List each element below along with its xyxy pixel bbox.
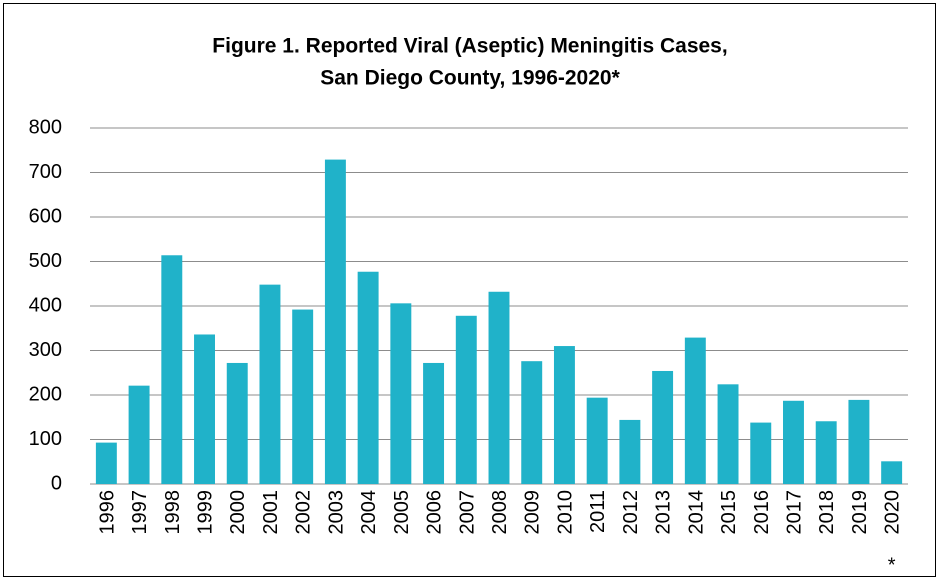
bar <box>95 442 117 484</box>
x-tick-label: 2014 <box>685 490 707 535</box>
x-tick-label: 2009 <box>522 490 544 535</box>
x-tick-label: 2020 <box>882 490 904 535</box>
bar <box>717 384 739 484</box>
bar <box>553 346 575 484</box>
bar <box>488 291 510 484</box>
chart-title: San Diego County, 1996-2020* <box>320 67 620 90</box>
bar <box>684 337 706 484</box>
bar <box>292 309 314 484</box>
bar <box>161 255 183 484</box>
annotation: * <box>888 554 896 576</box>
bar <box>259 284 281 484</box>
bar <box>586 397 608 484</box>
bar <box>423 362 445 484</box>
bar <box>128 385 150 484</box>
x-tick-label: 2015 <box>718 490 740 535</box>
x-tick-label: 2019 <box>849 490 871 535</box>
x-tick-label: 2001 <box>260 490 282 535</box>
bar <box>357 271 379 484</box>
bar <box>324 159 346 484</box>
y-tick-label: 600 <box>29 205 62 227</box>
x-tick-label: 2010 <box>554 490 576 535</box>
x-tick-label: 1999 <box>195 490 217 535</box>
x-tick-label: 2000 <box>227 490 249 535</box>
bar <box>390 303 412 484</box>
chart-title: Figure 1. Reported Viral (Aseptic) Menin… <box>212 35 727 58</box>
x-tick-label: 2016 <box>751 490 773 535</box>
x-tick-label: 2004 <box>358 490 380 535</box>
x-tick-label: 2005 <box>391 490 413 535</box>
x-tick-label: 1998 <box>162 490 184 535</box>
bar <box>815 421 837 484</box>
x-tick-label: 2017 <box>783 490 805 535</box>
x-tick-label: 2002 <box>293 490 315 535</box>
bar <box>619 419 641 484</box>
x-tick-label: 2008 <box>489 490 511 535</box>
y-tick-label: 800 <box>29 116 62 138</box>
y-tick-label: 700 <box>29 161 62 183</box>
x-tick-label: 2007 <box>456 490 478 535</box>
bar <box>455 315 477 484</box>
bar <box>783 400 804 484</box>
x-tick-label: 1997 <box>129 490 151 535</box>
x-tick-label: 2018 <box>816 490 838 535</box>
x-tick-label: 2013 <box>653 490 675 535</box>
bar <box>881 461 903 484</box>
bar <box>226 362 248 484</box>
y-tick-label: 400 <box>29 294 62 316</box>
y-tick-label: 100 <box>29 428 62 450</box>
x-tick-label: 1996 <box>96 490 118 535</box>
y-tick-label: 500 <box>29 250 62 272</box>
bar <box>194 334 215 484</box>
y-tick-label: 200 <box>29 383 62 405</box>
x-tick-label: 2011 <box>587 490 609 533</box>
y-tick-label: 300 <box>29 339 62 361</box>
bar <box>848 399 870 484</box>
y-tick-label: 0 <box>51 472 62 494</box>
x-tick-label: 2012 <box>620 490 642 535</box>
bar <box>750 422 772 484</box>
bar <box>652 370 674 484</box>
bar <box>521 361 543 484</box>
x-tick-label: 2006 <box>424 490 446 535</box>
x-tick-label: 2003 <box>325 490 347 535</box>
